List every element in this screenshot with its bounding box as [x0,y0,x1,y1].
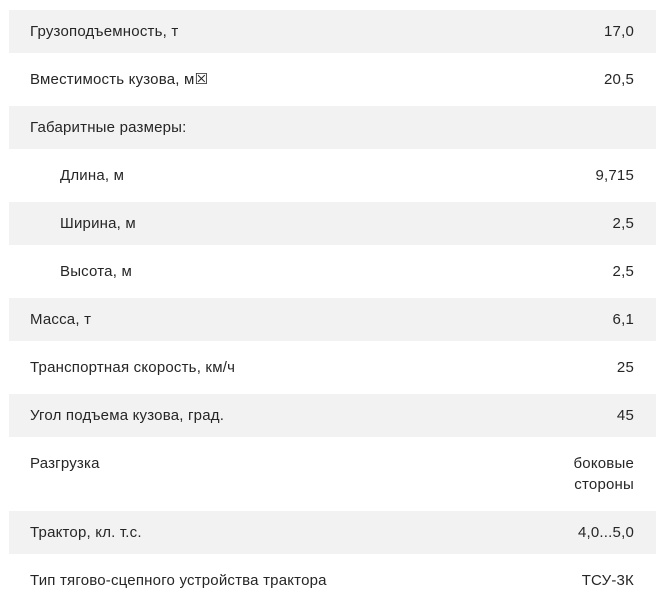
spec-value: ТСУ-3К [581,572,634,589]
spec-label: Трактор, кл. т.с. [30,524,142,541]
spec-label: Ширина, м [60,215,136,232]
spec-label: Длина, м [60,167,125,184]
spec-value: 20,5 [604,71,634,88]
spec-value: 4,0...5,0 [577,524,634,541]
spec-label: Высота, м [60,263,132,280]
spec-label: Угол подъема кузова, град. [30,407,225,424]
table-row: Транспортная скорость, км/ч 25 [9,346,656,389]
table-row: Длина, м 9,715 [9,154,656,197]
spec-label: Тип тягово-сцепного устройства трактора [30,572,327,589]
table-row: Масса, т 6,1 [9,298,656,341]
spec-label: Разгрузка [30,455,100,472]
spec-value: 6,1 [612,311,634,328]
spec-value: боковые стороны [573,455,634,493]
spec-label: Вместимость кузова, м☒ [30,71,209,88]
spec-label: Габаритные размеры: [30,119,187,136]
spec-value: 2,5 [612,215,634,232]
table-row: Ширина, м 2,5 [9,202,656,245]
table-row: Высота, м 2,5 [9,250,656,293]
table-row: Грузоподъемность, т 17,0 [9,10,656,53]
spec-value: 2,5 [612,263,634,280]
spec-label: Транспортная скорость, км/ч [30,359,236,376]
table-row: Разгрузка боковые стороны [9,442,656,506]
table-row: Угол подъема кузова, град. 45 [9,394,656,437]
spec-label: Грузоподъемность, т [30,23,179,40]
spec-value: 17,0 [604,23,634,40]
spec-value: 25 [616,359,634,376]
specs-table: Грузоподъемность, т 17,0 Вместимость куз… [9,10,656,602]
table-row: Тип тягово-сцепного устройства трактора … [9,559,656,602]
table-row: Вместимость кузова, м☒ 20,5 [9,58,656,101]
table-row: Габаритные размеры: [9,106,656,149]
spec-value: 45 [616,407,634,424]
table-row: Трактор, кл. т.с. 4,0...5,0 [9,511,656,554]
spec-label: Масса, т [30,311,92,328]
spec-value: 9,715 [595,167,634,184]
